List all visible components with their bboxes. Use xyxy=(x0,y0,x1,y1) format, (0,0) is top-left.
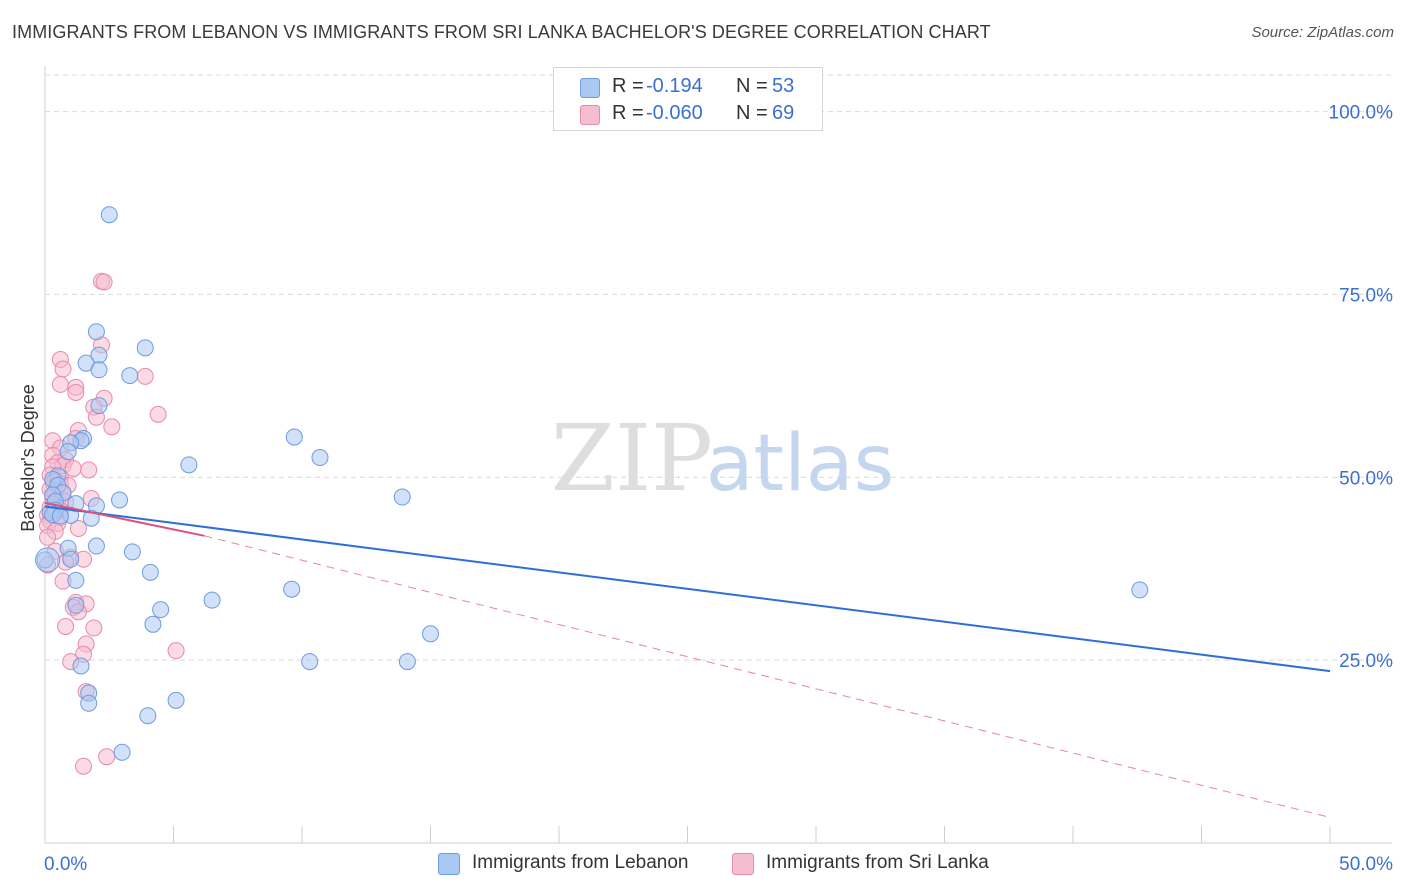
series-legend: Immigrants from Lebanon Immigrants from … xyxy=(0,850,1406,880)
trendline-lebanon xyxy=(44,505,1331,673)
trendline-sri-lanka-extension xyxy=(204,535,1331,818)
x-tick-label: 50.0% xyxy=(1339,854,1393,875)
legend-label-sri-lanka: Immigrants from Sri Lanka xyxy=(766,852,989,873)
point-lebanon xyxy=(180,456,198,474)
y-tick-label: 50.0% xyxy=(1339,468,1393,489)
point-sri-lanka xyxy=(57,617,75,635)
source-label: Source: ZipAtlas.com xyxy=(1251,24,1394,41)
point-lebanon xyxy=(311,449,329,467)
point-lebanon xyxy=(72,657,90,675)
point-lebanon xyxy=(87,537,105,555)
r-value: -0.060 xyxy=(646,102,703,124)
point-lebanon xyxy=(283,580,301,598)
point-lebanon-cluster xyxy=(35,547,61,573)
point-sri-lanka xyxy=(98,748,116,766)
point-sri-lanka xyxy=(80,461,98,479)
y-axis-label: Bachelor's Degree xyxy=(18,384,38,532)
n-label: N = xyxy=(736,102,768,124)
n-value: 53 xyxy=(772,75,795,97)
x-tick-label: 0.0% xyxy=(44,854,87,875)
point-lebanon xyxy=(62,550,80,568)
gridlines xyxy=(45,74,1392,661)
point-lebanon xyxy=(67,571,85,589)
point-lebanon xyxy=(167,691,185,709)
trendline-sri-lanka xyxy=(44,501,205,537)
point-lebanon xyxy=(121,367,139,385)
point-sri-lanka xyxy=(85,619,103,637)
point-sri-lanka xyxy=(69,519,87,537)
point-lebanon xyxy=(285,428,303,446)
point-sri-lanka xyxy=(149,405,167,423)
point-lebanon xyxy=(90,397,108,415)
legend-swatch-sri-lanka xyxy=(580,105,600,125)
point-lebanon xyxy=(90,361,108,379)
y-tick-label: 25.0% xyxy=(1339,651,1393,672)
point-lebanon xyxy=(144,615,162,633)
point-lebanon xyxy=(123,543,141,561)
point-sri-lanka xyxy=(136,367,154,385)
point-lebanon xyxy=(113,743,131,761)
point-lebanon xyxy=(100,206,118,224)
y-tick-label: 100.0% xyxy=(1329,103,1394,124)
point-sri-lanka xyxy=(75,757,93,775)
chart-title: IMMIGRANTS FROM LEBANON VS IMMIGRANTS FR… xyxy=(12,22,991,42)
legend-swatch-sri-lanka xyxy=(732,853,754,875)
point-lebanon xyxy=(80,694,98,712)
r-value: -0.194 xyxy=(646,75,703,97)
point-lebanon xyxy=(203,591,221,609)
point-lebanon xyxy=(87,323,105,341)
point-lebanon xyxy=(393,488,411,506)
point-lebanon xyxy=(59,443,77,461)
trendlines xyxy=(44,501,1331,818)
point-lebanon xyxy=(422,625,439,643)
point-lebanon xyxy=(51,507,69,525)
point-sri-lanka xyxy=(167,642,185,660)
point-sri-lanka xyxy=(54,360,72,378)
watermark-zip: ZIP xyxy=(551,405,713,512)
point-lebanon xyxy=(136,339,154,357)
watermark-atlas: atlas xyxy=(706,419,895,509)
legend-swatch-lebanon xyxy=(580,78,600,98)
y-tick-label: 75.0% xyxy=(1339,285,1393,306)
point-sri-lanka xyxy=(103,418,121,436)
watermark: ZIP atlas xyxy=(551,405,894,512)
point-lebanon xyxy=(67,596,85,614)
legend-swatch-lebanon xyxy=(438,853,460,875)
point-lebanon xyxy=(301,653,319,671)
legend-label-lebanon: Immigrants from Lebanon xyxy=(472,852,689,873)
n-label: N = xyxy=(736,75,768,97)
r-label: R = xyxy=(612,102,644,124)
point-lebanon xyxy=(1131,581,1149,599)
point-sri-lanka xyxy=(51,375,69,393)
point-sri-lanka xyxy=(95,273,113,291)
tick-labels: 25.0% 50.0% 75.0% 100.0% 0.0% 50.0% xyxy=(44,103,1393,875)
n-value: 69 xyxy=(772,102,795,124)
point-sri-lanka xyxy=(67,383,85,401)
point-lebanon xyxy=(111,491,129,509)
correlation-legend: R = -0.194 N = 53 R = -0.060 N = 69 xyxy=(553,67,823,131)
point-lebanon xyxy=(141,563,159,581)
point-lebanon xyxy=(152,601,170,619)
point-sri-lanka xyxy=(39,528,57,546)
series-lebanon xyxy=(35,206,1149,761)
r-label: R = xyxy=(612,75,644,97)
point-lebanon xyxy=(139,707,157,725)
point-lebanon xyxy=(36,551,54,569)
point-lebanon xyxy=(398,653,416,671)
